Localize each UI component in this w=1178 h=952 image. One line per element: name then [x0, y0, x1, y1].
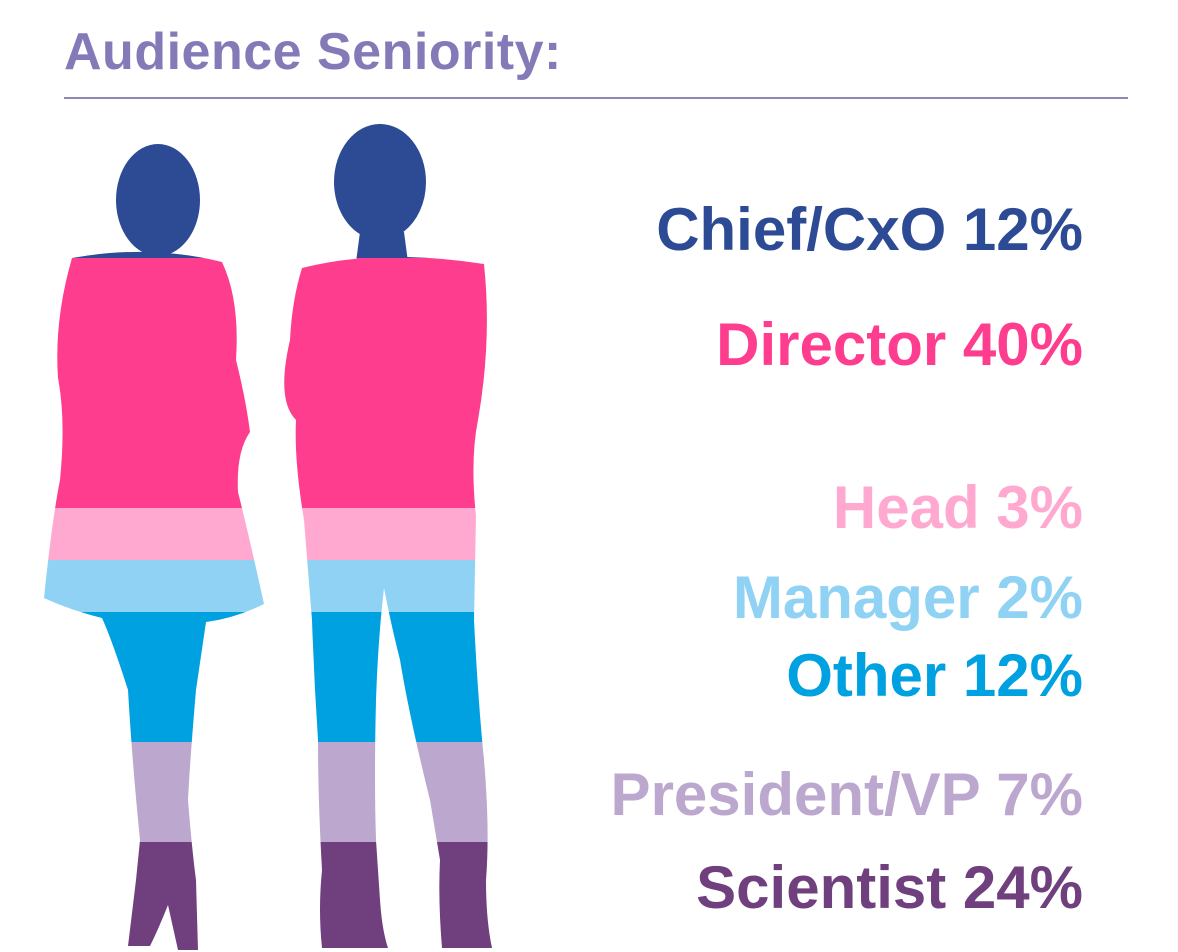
legend-labels: Chief/CxO 12% Director 40% Head 3% Manager … [383, 0, 1083, 952]
chart-title: Audience Seniority: [64, 23, 562, 81]
label-manager: Manager 2% [732, 564, 1083, 631]
label-director: Director 40% [716, 311, 1083, 378]
title-divider [64, 97, 1128, 99]
label-head: Head 3% [832, 474, 1083, 541]
label-chief-cxo: Chief/CxO 12% [656, 196, 1083, 263]
label-president-vp: President/VP 7% [610, 761, 1083, 828]
label-other: Other 12% [786, 642, 1083, 709]
label-scientist: Scientist 24% [696, 854, 1083, 921]
